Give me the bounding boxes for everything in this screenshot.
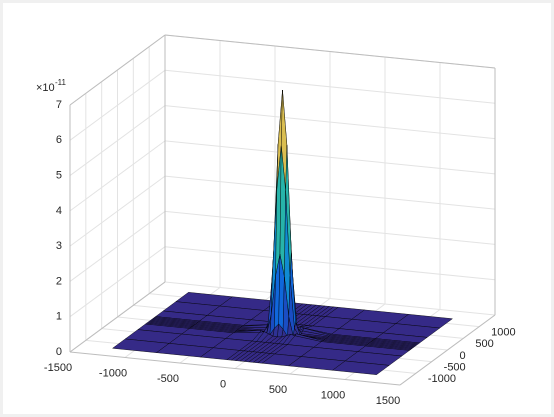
surface-patch <box>331 360 390 375</box>
x-tick-label: -500 <box>157 373 179 385</box>
z-exponent-base: ×10 <box>36 82 55 94</box>
box-edge <box>164 34 496 69</box>
box-edge <box>69 34 166 106</box>
x-tick-label: 1000 <box>321 389 345 401</box>
y-tick-label: -1000 <box>428 373 456 385</box>
z-tick-label: 5 <box>56 169 62 181</box>
x-tick-label: 1500 <box>376 395 400 407</box>
y-tick-label: -500 <box>444 362 466 374</box>
x-tick-label: 500 <box>269 384 287 396</box>
x-tick-label: -1000 <box>99 367 127 379</box>
z-tick-label: 7 <box>56 99 62 111</box>
y-axis <box>399 314 496 386</box>
z-tick-label: 6 <box>56 134 62 146</box>
y-tick-label: 0 <box>460 350 466 362</box>
z-tick-label: 0 <box>56 346 62 358</box>
z-tick-label: 4 <box>56 205 62 217</box>
z-exponent-power: -11 <box>55 78 67 87</box>
z-tick-label: 3 <box>56 240 62 252</box>
box-edge <box>69 281 166 353</box>
y-tick-label: 500 <box>475 338 493 350</box>
x-tick-label: 0 <box>220 378 226 390</box>
y-tick-label: 1000 <box>491 327 515 339</box>
z-tick-label: 1 <box>56 311 62 323</box>
x-tick-label: -1500 <box>44 362 72 374</box>
x-axis <box>69 351 401 386</box>
z-tick-label: 2 <box>56 275 62 287</box>
